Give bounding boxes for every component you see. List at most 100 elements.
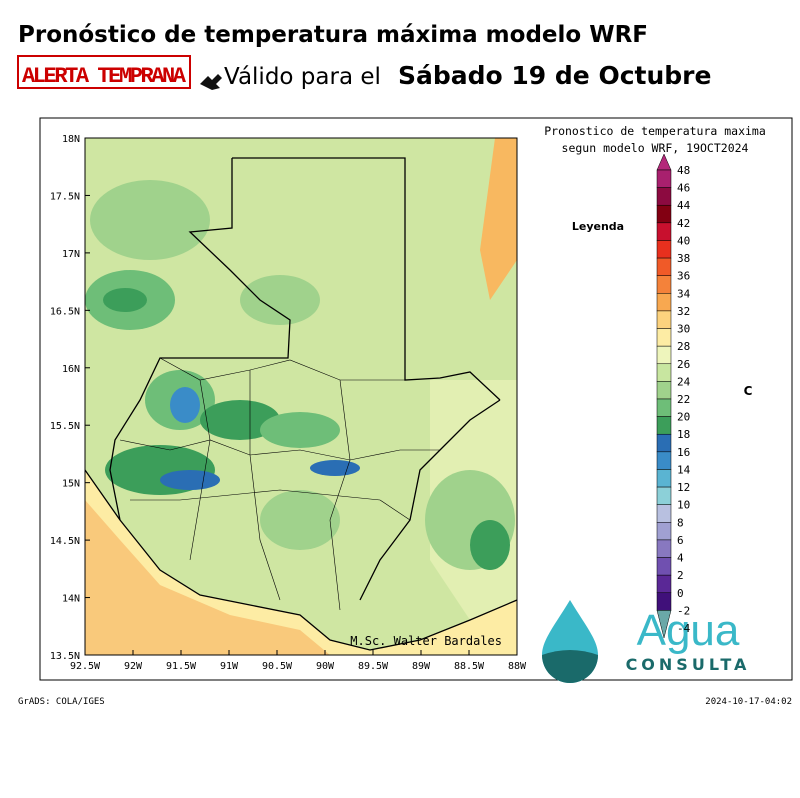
logo-word: Agua xyxy=(637,606,740,655)
x-tick-label: 89.5W xyxy=(358,661,389,672)
plot-border xyxy=(84,137,518,656)
colorbar-label: 20 xyxy=(677,411,690,424)
colorbar-segment xyxy=(656,398,672,417)
y-tick-label: 17.5N xyxy=(50,191,80,202)
colorbar-segment xyxy=(656,204,672,224)
colorbar-segment xyxy=(656,293,672,312)
colorbar-label: 24 xyxy=(677,375,691,388)
colorbar-label: 48 xyxy=(677,164,690,177)
x-tick-label: 91.5W xyxy=(166,661,197,672)
y-tick-label: 14N xyxy=(62,594,80,605)
warm-area xyxy=(480,138,517,300)
x-tick-label: 92.5W xyxy=(70,661,101,672)
y-tick-label: 14.5N xyxy=(50,536,80,547)
green-area xyxy=(90,180,210,260)
colorbar-segment xyxy=(656,592,672,611)
blue-area xyxy=(160,470,220,490)
footer-left: GrADS: COLA/IGES xyxy=(18,697,105,707)
blue-area xyxy=(170,387,200,423)
green-area xyxy=(103,288,147,312)
colorbar-segment xyxy=(656,469,672,488)
map-title: Pronostico de temperatura maxima xyxy=(544,124,766,138)
colorbar-label: 16 xyxy=(677,446,690,459)
pin-icon xyxy=(200,74,222,90)
colorbar-segment xyxy=(656,381,672,400)
colorbar-segment xyxy=(656,433,672,453)
colorbar-under xyxy=(656,610,672,639)
colorbar-label: 28 xyxy=(677,340,690,353)
colorbar-label: 2 xyxy=(677,569,684,582)
x-tick-label: 88.5W xyxy=(454,661,485,672)
blue-area xyxy=(310,460,360,476)
logo: Agua CONSULTA xyxy=(542,600,751,683)
colorbar-label: 22 xyxy=(677,393,690,406)
colorbar-label: 34 xyxy=(677,287,691,300)
colorbar-label: 36 xyxy=(677,270,690,283)
colorbar-segment xyxy=(656,557,672,576)
valid-date: Sábado 19 de Octubre xyxy=(398,61,711,90)
y-tick-label: 15.5N xyxy=(50,421,80,432)
x-tick-label: 91W xyxy=(220,661,239,672)
colorbar-segment xyxy=(656,310,672,329)
colorbar-label: 40 xyxy=(677,234,690,247)
colorbar-label: 12 xyxy=(677,481,690,494)
colorbar-segment xyxy=(656,486,672,505)
colorbar-segment xyxy=(656,328,672,347)
warm-area xyxy=(85,500,330,655)
green-area xyxy=(240,275,320,325)
y-tick-label: 16.5N xyxy=(50,306,80,317)
x-tick-label: 90.5W xyxy=(262,661,293,672)
title: Pronóstico de temperatura máxima modelo … xyxy=(18,22,648,48)
x-tick-label: 92W xyxy=(124,661,143,672)
borders xyxy=(85,157,517,651)
x-tick-label: 89W xyxy=(412,661,431,672)
colorbar-label: 38 xyxy=(677,252,690,265)
colorbar-label: 44 xyxy=(677,199,691,212)
legend-title: Leyenda xyxy=(572,220,624,233)
colorbar-segment xyxy=(656,240,672,259)
colorbar-label: 18 xyxy=(677,428,690,441)
colorbar-segment xyxy=(656,169,672,188)
colorbar-segment xyxy=(656,257,672,276)
y-tick-label: 18N xyxy=(62,134,80,145)
unit: C xyxy=(744,384,753,398)
colorbar-segment xyxy=(656,363,672,382)
badge: ALERTA TEMPRANA xyxy=(22,64,187,89)
colorbar-label: -4 xyxy=(677,622,691,635)
colorbar-segment xyxy=(656,539,672,558)
colorbar-segment xyxy=(656,187,672,206)
green-area xyxy=(260,412,340,448)
colorbar-label: 6 xyxy=(677,534,684,547)
colorbar-label: 10 xyxy=(677,499,690,512)
map-title: segun modelo WRF, 19OCT2024 xyxy=(562,141,749,155)
colorbar-label: 46 xyxy=(677,182,690,195)
colorbar-segment xyxy=(656,222,672,241)
colorbar-segment xyxy=(656,504,672,523)
y-tick-label: 17N xyxy=(62,249,80,260)
colorbar-label: 4 xyxy=(677,552,684,565)
colorbar-label: 14 xyxy=(677,463,691,476)
y-tick-label: 16N xyxy=(62,364,80,375)
x-tick-label: 88W xyxy=(508,661,527,672)
colorbar-label: 32 xyxy=(677,305,690,318)
colorbar-label: 42 xyxy=(677,217,690,230)
x-tick-label: 90W xyxy=(316,661,335,672)
colorbar-segment xyxy=(656,522,672,541)
y-tick-label: 13.5N xyxy=(50,651,80,662)
author: M.Sc. Walter Bardales xyxy=(350,634,502,648)
colorbar-label: 30 xyxy=(677,323,690,336)
footer-right: 2024-10-17-04:02 xyxy=(705,697,792,707)
colorbar-label: 8 xyxy=(677,516,684,529)
colorbar-label: 0 xyxy=(677,587,684,600)
colorbar-label: -2 xyxy=(677,604,690,617)
colorbar-label: 26 xyxy=(677,358,690,371)
colorbar-segment xyxy=(656,416,672,435)
map: M.Sc. Walter Bardales xyxy=(84,137,518,656)
colorbar-segment xyxy=(656,275,672,294)
colorbar-segment xyxy=(656,451,672,470)
logo-sub: CONSULTA xyxy=(626,655,751,674)
colorbar-segment xyxy=(656,574,672,594)
logo-drop-wave xyxy=(542,650,598,683)
badge-box xyxy=(17,55,191,89)
